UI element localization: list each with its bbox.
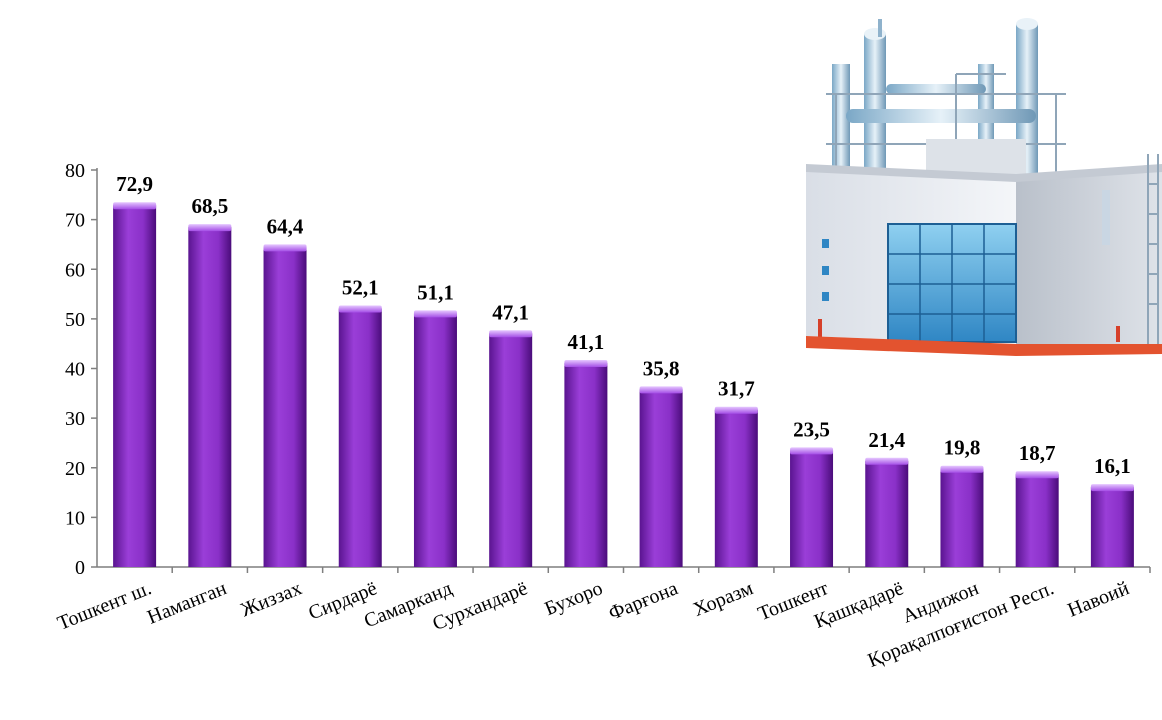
category-label: Навоий — [1065, 577, 1133, 621]
bar-cap — [413, 310, 457, 318]
factory-building-icon — [806, 18, 1162, 356]
y-tick-label: 40 — [65, 359, 85, 381]
bar-cap — [564, 360, 608, 368]
data-label: 64,4 — [267, 214, 304, 238]
data-label: 41,1 — [568, 330, 605, 354]
data-label: 18,7 — [1019, 441, 1056, 465]
bar-body — [263, 247, 307, 568]
y-tick-label: 30 — [65, 408, 85, 430]
data-label: 51,1 — [417, 280, 454, 304]
bar-body — [1090, 487, 1134, 567]
bar-cap — [489, 330, 533, 338]
bar-cap — [639, 386, 683, 394]
x-axis-labels: Тошкент ш.Наманган Жиззах СирдарёСамарканд… — [54, 577, 1132, 672]
data-labels: 72,9 68,5 64,4 52,1 51,1 47,1 41,1 35,8 31,7 23,5… — [116, 172, 1131, 478]
bar — [188, 224, 232, 567]
bar-cap — [940, 465, 984, 473]
bar-body — [338, 308, 382, 567]
y-tick-label: 50 — [65, 309, 85, 331]
bar — [113, 202, 157, 567]
y-axis-ticks: 0 10 20 30 40 50 60 70 80 — [65, 160, 97, 579]
data-label: 21,4 — [868, 428, 905, 452]
data-label: 52,1 — [342, 275, 379, 299]
y-tick-label: 70 — [65, 210, 85, 232]
bar-body — [714, 409, 758, 567]
category-label: Тошкент ш. — [54, 577, 154, 635]
data-label: 72,9 — [116, 172, 153, 196]
bar-body — [413, 313, 457, 567]
bar — [1090, 484, 1134, 567]
bar-body — [940, 468, 984, 567]
data-label: 68,5 — [191, 194, 228, 218]
bar — [338, 305, 382, 567]
bar-cap — [1090, 484, 1134, 492]
bar-cap — [263, 244, 307, 252]
y-tick-label: 80 — [65, 160, 85, 182]
data-label: 16,1 — [1094, 454, 1131, 478]
bar-body — [489, 333, 533, 567]
bar — [263, 244, 307, 568]
bar-body — [639, 389, 683, 567]
bar-body — [865, 460, 909, 567]
bar-cap — [790, 447, 834, 455]
bar-cap — [188, 224, 232, 232]
data-label: 35,8 — [643, 356, 680, 380]
category-label: Наманган — [144, 577, 230, 629]
data-label: 31,7 — [718, 377, 755, 401]
bar — [865, 457, 909, 567]
bar — [790, 447, 834, 567]
bar-cap — [1015, 471, 1059, 479]
category-label: Бухоро — [542, 577, 606, 620]
bar — [714, 406, 758, 567]
y-tick-label: 60 — [65, 259, 85, 281]
category-label: Жиззах — [238, 577, 305, 621]
bar-cap — [113, 202, 157, 210]
category-label: Фарғона — [606, 577, 682, 625]
bar-body — [188, 227, 232, 567]
bar-body — [1015, 474, 1059, 567]
bar-body — [790, 450, 834, 567]
bar — [489, 330, 533, 567]
bar — [564, 360, 608, 567]
data-label: 23,5 — [793, 417, 830, 441]
category-label: Хоразм — [690, 577, 756, 621]
bar — [413, 310, 457, 567]
bar — [940, 465, 984, 567]
y-tick-label: 20 — [65, 458, 85, 480]
bar — [639, 386, 683, 567]
bar-cap — [338, 305, 382, 313]
bar — [1015, 471, 1059, 567]
bars — [113, 202, 1151, 573]
bar-body — [564, 363, 608, 567]
data-label: 47,1 — [492, 300, 529, 324]
data-label: 19,8 — [944, 436, 981, 460]
bar-cap — [865, 457, 909, 465]
y-tick-label: 10 — [65, 507, 85, 529]
bar-body — [113, 205, 157, 567]
bar-cap — [714, 406, 758, 414]
y-tick-label: 0 — [75, 557, 85, 579]
